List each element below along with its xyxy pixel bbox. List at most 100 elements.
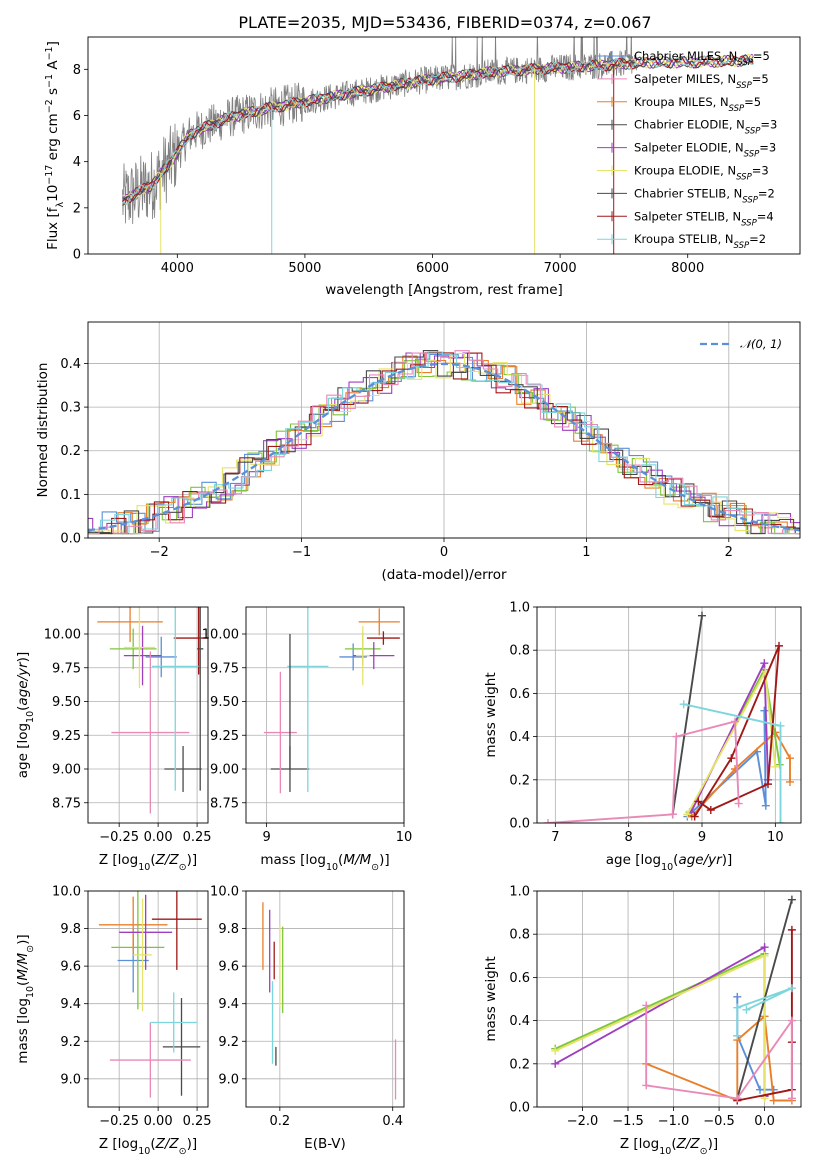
x-tick-label: 0.00 — [144, 1114, 173, 1129]
y-tick-label: 1.0 — [509, 601, 530, 616]
label-part: 10 — [661, 862, 673, 873]
errorbar-point — [98, 896, 168, 953]
axes-frame — [536, 606, 802, 824]
y-tick-label: 0.3 — [60, 401, 81, 416]
x-tick-label: 7000 — [544, 261, 577, 276]
label-part: M/M — [343, 852, 371, 868]
legend-label-sub: SSP — [734, 241, 750, 251]
y-tick-label: 1.0 — [509, 885, 530, 900]
legend-label: Salpeter STELIB, NSSP=4 — [634, 209, 774, 228]
weight-series-marker — [776, 721, 785, 730]
histogram-series-step — [88, 353, 800, 535]
observed-spectrum-line — [122, 37, 637, 225]
y-axis-label: Normed distribution — [35, 363, 51, 498]
legend-label-sub: SSP — [737, 58, 753, 68]
legend-label-value: =2 — [749, 232, 766, 246]
y-tick-label: 0.6 — [509, 687, 530, 702]
y-tick-label: 10.00 — [44, 628, 81, 643]
label-part: −2 — [44, 99, 55, 113]
y-tick-label: 0.8 — [509, 928, 530, 943]
spectrum-lines — [122, 37, 754, 254]
label-part: ⊙ — [179, 862, 187, 873]
label-part: mass [log — [15, 998, 31, 1064]
weight-series-marker — [672, 732, 681, 741]
y-tick-label: 0.0 — [509, 1101, 530, 1116]
y-tick-label: 0.4 — [509, 1014, 530, 1029]
x-tick-label: 6000 — [416, 261, 449, 276]
errorbar-point — [119, 894, 173, 970]
legend-label-sub: SSP — [729, 104, 745, 114]
legend-label-value: =2 — [758, 186, 775, 200]
weight-series-marker — [760, 706, 769, 715]
x-tick-label: 5000 — [288, 261, 321, 276]
weight-series-marker — [733, 1094, 742, 1103]
y-tick-label: 9.25 — [210, 729, 239, 744]
legend-label-name: Salpeter MILES, N — [634, 72, 736, 86]
y-tick-label: 9.75 — [52, 661, 81, 676]
x-tick-label: 2 — [725, 545, 733, 560]
x-tick-label: 0.0 — [754, 1114, 775, 1129]
legend-label-name: Salpeter STELIB, N — [634, 209, 741, 223]
label-part: ( — [150, 1136, 155, 1152]
x-tick-label: 0.2 — [270, 1114, 291, 1129]
weight-series-marker — [761, 801, 770, 810]
legend-label-value: =4 — [757, 209, 774, 223]
y-tick-label: 9.00 — [210, 763, 239, 778]
label-part: )] — [187, 1136, 198, 1152]
weight-series-marker — [679, 700, 688, 709]
y-tick-label: 4 — [73, 155, 81, 170]
legend-label-sub: SSP — [742, 195, 758, 205]
label-part: )] — [722, 852, 733, 868]
weight-series-marker — [787, 925, 796, 934]
errorbar-points — [262, 902, 397, 1100]
x-tick-label: −2.0 — [567, 1114, 599, 1129]
errorbar-points — [263, 607, 400, 794]
weight-series-marker — [764, 780, 772, 789]
weight-series — [544, 611, 794, 823]
label-part: ] — [45, 41, 61, 46]
x-axis-label: Z [log10(Z/Z⊙)] — [99, 852, 197, 873]
label-part: )] — [15, 652, 31, 663]
axes-frame — [245, 890, 405, 1108]
x-tick-label: −0.25 — [99, 830, 139, 845]
y-tick-label: 0.6 — [509, 971, 530, 986]
weight-series-marker — [706, 806, 715, 815]
label-part: Z/Z — [155, 852, 180, 868]
weight-series-marker — [787, 984, 796, 993]
weight-series-line — [736, 987, 793, 1036]
errorbar-point — [173, 607, 208, 675]
legend-label-name: Chabrier ELODIE, N — [634, 118, 745, 132]
y-tick-label: 8 — [73, 63, 81, 78]
model-spectrum-line — [122, 54, 754, 205]
errorbar-point — [133, 898, 152, 1012]
label-part: ⊙ — [371, 862, 379, 873]
axes-frame — [87, 890, 209, 1108]
weight-series-marker — [551, 1046, 560, 1055]
y-tick-label: 0.8 — [509, 644, 530, 659]
weight-series-marker — [786, 777, 794, 786]
weight-series — [551, 895, 796, 1105]
weight-series-marker — [698, 611, 706, 620]
weight-series-marker — [733, 1003, 742, 1012]
label-part: −1 — [44, 46, 55, 60]
age-vs-metallicity-panel: −0.25 0.00 0.25 8.75 9.00 9.25 9.50 9.75 10.00 Z … — [15, 606, 212, 873]
y-tick-label: 9.50 — [210, 695, 239, 710]
label-part: Z [log — [620, 1136, 659, 1152]
label-part: ⊙ — [25, 945, 36, 953]
errorbar-point — [162, 998, 201, 1096]
weight-series-marker — [760, 943, 769, 952]
y-tick-label: 0.2 — [509, 773, 530, 788]
y-tick-label: 9.8 — [218, 922, 239, 937]
legend-label-sub: SSP — [736, 81, 752, 91]
weight-series-marker — [787, 1016, 796, 1025]
figure-title: PLATE=2035, MJD=53436, FIBERID=0374, z=0… — [238, 13, 651, 32]
errorbar-point — [164, 746, 202, 792]
legend-label-sub: SSP — [744, 150, 760, 160]
x-tick-label: 8 — [625, 830, 633, 845]
label-part: erg cm — [45, 113, 61, 164]
label-part: ⊙ — [700, 1146, 708, 1157]
label-part: 10 — [138, 1146, 150, 1157]
label-part: mass [log — [260, 852, 326, 868]
